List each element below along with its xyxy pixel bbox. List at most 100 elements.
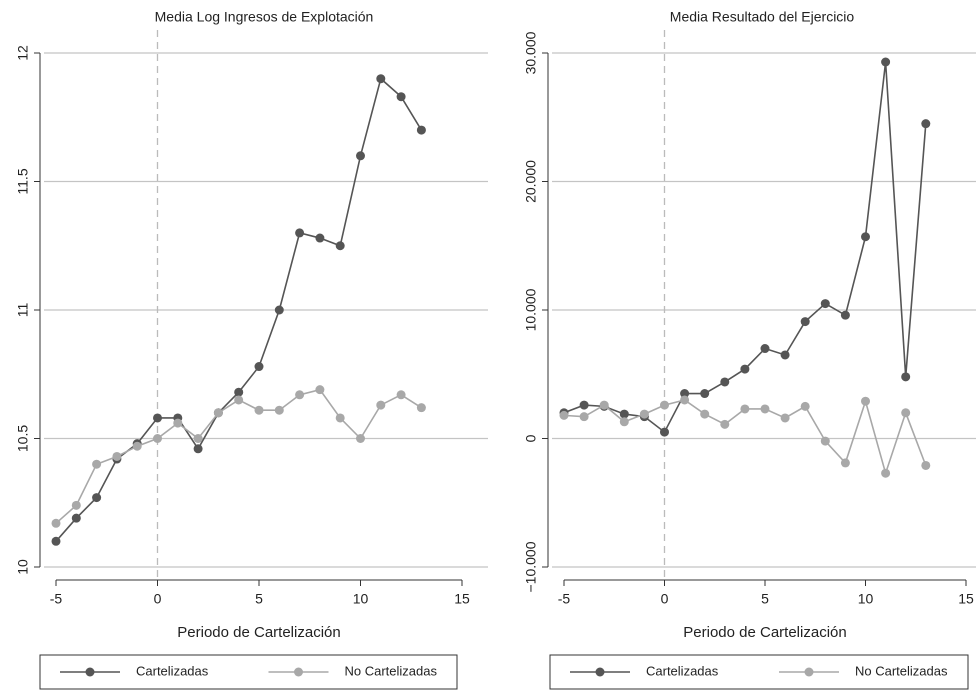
point: [619, 409, 629, 419]
legend-label: No Cartelizadas: [345, 663, 438, 678]
point: [720, 377, 730, 387]
legend-label: Cartelizadas: [646, 663, 719, 678]
x-tick-label: 0: [661, 591, 669, 607]
point: [680, 389, 690, 399]
point: [153, 434, 162, 443]
x-tick-label: 5: [255, 591, 263, 607]
series-line: [563, 61, 927, 434]
x-tick-label: -5: [558, 591, 571, 607]
y-tick-label: 30.000: [523, 31, 539, 74]
point: [881, 468, 891, 478]
x-tick-label: 5: [761, 591, 769, 607]
x-tick-label: 15: [454, 591, 470, 607]
point: [71, 500, 81, 510]
panel-title: Media Resultado del Ejercicio: [670, 9, 855, 25]
x-tick-label: 0: [154, 591, 162, 607]
legend-marker: [294, 667, 303, 677]
point: [193, 434, 203, 443]
point: [800, 401, 810, 411]
point: [254, 362, 264, 372]
point: [921, 119, 931, 129]
point: [660, 400, 669, 410]
point: [92, 459, 102, 469]
point: [92, 493, 102, 503]
legend-box: [549, 654, 969, 690]
point: [213, 408, 223, 418]
point: [700, 389, 710, 399]
point: [901, 372, 911, 382]
x-tick-label: -5: [50, 591, 63, 607]
point: [295, 390, 305, 400]
point: [335, 241, 345, 251]
point: [193, 444, 203, 454]
point: [780, 350, 790, 360]
point: [396, 390, 406, 400]
point: [720, 419, 730, 429]
point: [639, 409, 649, 419]
y-tick-label: 12: [15, 45, 31, 61]
y-tick-label: −10.000: [523, 541, 539, 592]
point: [559, 410, 569, 420]
point: [820, 299, 830, 309]
x-axis-label: Periodo de Cartelización: [177, 624, 340, 641]
point: [680, 395, 690, 405]
point: [579, 412, 589, 422]
point: [356, 151, 365, 161]
point: [416, 403, 426, 413]
point: [861, 396, 870, 406]
point: [840, 310, 850, 320]
point: [234, 387, 244, 397]
point: [780, 413, 790, 423]
series-line: [55, 388, 422, 524]
point: [840, 458, 850, 468]
point: [315, 233, 325, 243]
y-tick-label: 20.000: [523, 160, 539, 203]
point: [132, 441, 142, 451]
legend-box: [39, 654, 458, 690]
x-tick-label: 10: [858, 591, 874, 607]
point: [254, 405, 264, 415]
point: [800, 317, 810, 327]
legend-label: No Cartelizadas: [855, 663, 948, 678]
point: [274, 405, 284, 415]
legend-label: Cartelizadas: [136, 663, 209, 678]
point: [881, 57, 891, 67]
point: [660, 427, 669, 437]
point: [416, 125, 426, 135]
point: [760, 404, 770, 414]
point: [173, 418, 183, 428]
y-tick-label: 10: [15, 559, 31, 575]
point: [356, 434, 365, 443]
x-tick-label: 15: [958, 591, 974, 607]
point: [599, 400, 609, 410]
point: [619, 417, 629, 427]
legend-marker: [595, 667, 605, 677]
point: [274, 305, 284, 315]
point: [740, 404, 750, 414]
point: [315, 385, 325, 395]
point: [51, 536, 61, 546]
point: [234, 395, 244, 405]
y-tick-label: 10.5: [15, 425, 31, 452]
legend-marker: [804, 667, 814, 677]
point: [579, 400, 589, 410]
point: [901, 408, 911, 418]
point: [921, 460, 931, 470]
legend-marker: [85, 667, 95, 677]
y-tick-label: 11: [15, 303, 31, 318]
y-tick-label: 0: [523, 434, 539, 442]
point: [335, 413, 345, 423]
point: [376, 74, 386, 84]
point: [760, 344, 770, 354]
x-axis-label: Periodo de Cartelización: [683, 624, 846, 641]
point: [820, 436, 830, 446]
point: [153, 413, 162, 423]
point: [740, 364, 750, 374]
point: [51, 518, 61, 528]
panel-title: Media Log Ingresos de Explotación: [155, 9, 374, 25]
point: [396, 92, 406, 102]
y-tick-label: 10.000: [523, 288, 539, 331]
point: [861, 232, 870, 242]
